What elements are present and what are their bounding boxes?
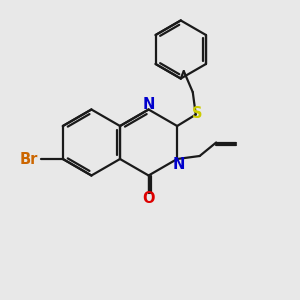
Text: Br: Br (19, 152, 38, 166)
Text: N: N (142, 97, 155, 112)
Text: O: O (142, 191, 155, 206)
Text: S: S (192, 106, 202, 121)
Text: N: N (172, 157, 185, 172)
